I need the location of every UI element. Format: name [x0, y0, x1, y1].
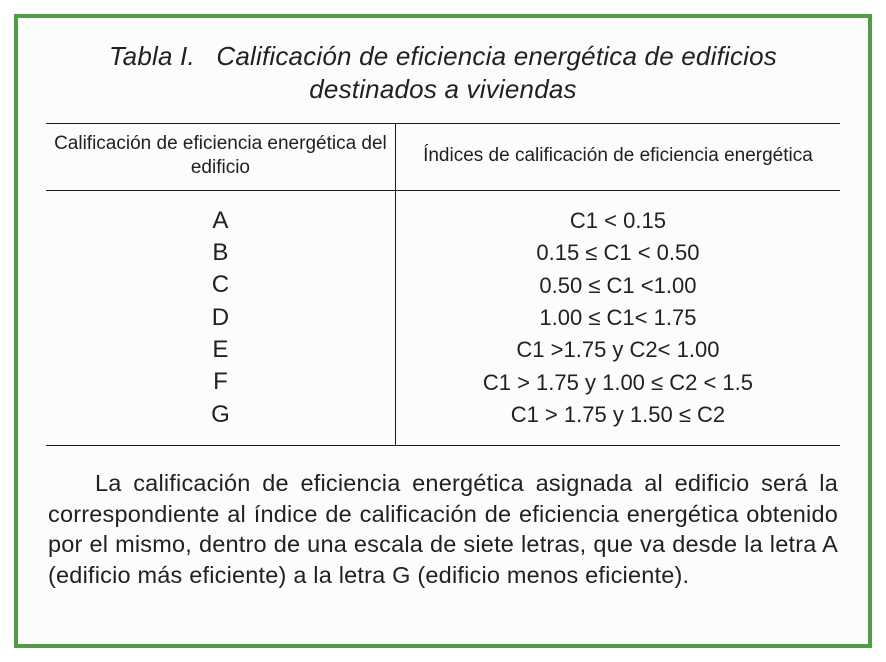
- rating-cell: E: [46, 334, 395, 366]
- table-title: Tabla I. Calificación de eficiencia ener…: [56, 40, 830, 105]
- rating-cell: B: [46, 237, 395, 269]
- efficiency-table: Calificación de eficiencia energética de…: [46, 123, 840, 445]
- table-bottom-rule: [46, 445, 840, 446]
- table-row: D1.00 ≤ C1< 1.75: [46, 302, 840, 334]
- rating-cell: F: [46, 366, 395, 398]
- table-row: EC1 >1.75 y C2< 1.00: [46, 334, 840, 366]
- rating-cell: G: [46, 399, 395, 445]
- table-row: GC1 > 1.75 y 1.50 ≤ C2: [46, 399, 840, 445]
- rating-cell: A: [46, 190, 395, 237]
- index-cell: 0.50 ≤ C1 <1.00: [395, 269, 840, 301]
- table-row: C0.50 ≤ C1 <1.00: [46, 269, 840, 301]
- table-number: Tabla I.: [109, 41, 195, 71]
- page-container: Tabla I. Calificación de eficiencia ener…: [0, 0, 886, 662]
- description-paragraph: La calificación de eficiencia energética…: [48, 468, 838, 590]
- index-cell: 1.00 ≤ C1< 1.75: [395, 302, 840, 334]
- index-cell: C1 < 0.15: [395, 190, 840, 237]
- index-cell: 0.15 ≤ C1 < 0.50: [395, 237, 840, 269]
- table-caption: Calificación de eficiencia energética de…: [216, 41, 777, 104]
- column-header-index: Índices de calificación de eficiencia en…: [395, 124, 840, 191]
- index-cell: C1 >1.75 y C2< 1.00: [395, 334, 840, 366]
- index-cell: C1 > 1.75 y 1.50 ≤ C2: [395, 399, 840, 445]
- table-row: B0.15 ≤ C1 < 0.50: [46, 237, 840, 269]
- document-frame: Tabla I. Calificación de eficiencia ener…: [14, 14, 872, 648]
- table-row: FC1 > 1.75 y 1.00 ≤ C2 < 1.5: [46, 366, 840, 398]
- index-cell: C1 > 1.75 y 1.00 ≤ C2 < 1.5: [395, 366, 840, 398]
- rating-cell: C: [46, 269, 395, 301]
- rating-cell: D: [46, 302, 395, 334]
- table-row: AC1 < 0.15: [46, 190, 840, 237]
- column-header-rating: Calificación de eficiencia energética de…: [46, 124, 395, 191]
